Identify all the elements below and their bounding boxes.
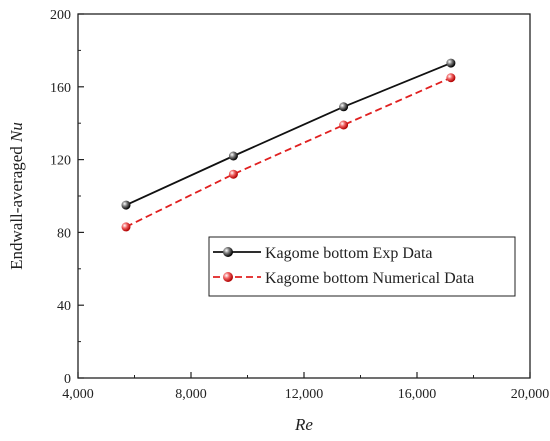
x-tick-label: 4,000 xyxy=(62,387,94,402)
y-tick-label: 160 xyxy=(50,81,71,96)
series-0-point xyxy=(121,200,131,210)
legend-marker-exp xyxy=(223,247,233,257)
y-tick-label: 40 xyxy=(57,299,71,314)
legend-label-num: Kagome bottom Numerical Data xyxy=(265,270,474,287)
y-axis-label: Endwall-averaged Nu xyxy=(7,122,26,270)
series-layer xyxy=(121,58,456,232)
series-1-point xyxy=(121,222,131,232)
series-0-point xyxy=(228,151,238,161)
x-axis-ticks: 4,000 8,000 12,000 16,000 20,000 xyxy=(62,372,549,402)
series-line-1 xyxy=(125,76,452,228)
series-1-point xyxy=(339,120,349,130)
x-axis-label: Re xyxy=(294,415,313,434)
legend: Kagome bottom Exp Data Kagome bottom Num… xyxy=(208,236,516,297)
y-tick-label: 120 xyxy=(50,154,71,169)
x-tick-label: 20,000 xyxy=(511,387,550,402)
series-1-point xyxy=(228,169,238,179)
legend-label-exp: Kagome bottom Exp Data xyxy=(265,245,433,262)
y-axis-ticks: 0 40 80 120 160 200 xyxy=(50,8,84,387)
series-0-point xyxy=(446,58,456,68)
x-tick-label: 12,000 xyxy=(285,387,324,402)
series-0-point xyxy=(339,102,349,112)
y-axis-label-prefix: Endwall-averaged xyxy=(7,142,26,270)
legend-box xyxy=(208,236,516,297)
series-line-0 xyxy=(125,62,452,206)
x-tick-label: 16,000 xyxy=(398,387,437,402)
series-1-point xyxy=(446,73,456,83)
y-tick-label: 200 xyxy=(50,8,71,23)
y-tick-label: 0 xyxy=(64,372,71,387)
x-tick-label: 8,000 xyxy=(175,387,207,402)
y-tick-label: 80 xyxy=(57,226,71,241)
legend-marker-num xyxy=(223,272,233,282)
y-axis-label-variable: Nu xyxy=(7,122,26,143)
